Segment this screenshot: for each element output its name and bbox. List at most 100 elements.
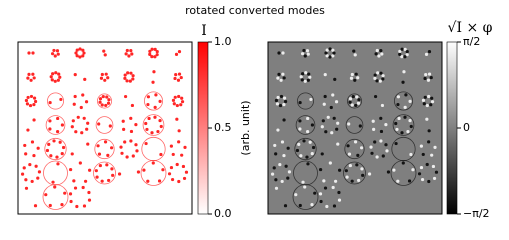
mode-lobe (127, 54, 131, 58)
mode-lobe (349, 76, 354, 80)
mode-lobe (324, 130, 328, 134)
mode-lobe (55, 155, 59, 159)
mode-lobe (60, 203, 64, 207)
mode-lobe (277, 72, 281, 76)
mode-lobe (303, 54, 307, 58)
mode-lobe (274, 178, 278, 182)
mode-lobe (337, 190, 341, 195)
mode-lobe (306, 52, 310, 56)
mode-lobe (32, 102, 36, 107)
mode-lobe (72, 102, 76, 106)
mode-lobe (134, 123, 138, 127)
mode-lobe (136, 170, 141, 174)
mode-lobe (146, 179, 150, 183)
mode-lobe (28, 162, 32, 167)
mode-lobe (84, 100, 89, 104)
mode-lobe (121, 119, 125, 123)
mode-lobe (376, 71, 380, 75)
mode-lobe (82, 116, 86, 120)
image-frame (17, 41, 193, 215)
mode-lobe (52, 48, 56, 53)
mode-lobe (331, 93, 335, 97)
mode-lobe (86, 121, 90, 125)
mode-lobe (282, 102, 286, 107)
mode-lobe (175, 103, 179, 108)
mode-lobe (374, 52, 378, 56)
mode-ring (140, 160, 167, 186)
mode-lobe (337, 198, 342, 202)
mode-lobe (338, 168, 342, 172)
mode-lobe (326, 115, 330, 119)
mode-lobe (309, 97, 313, 102)
mode-lobe (78, 161, 82, 165)
mode-lobe (53, 185, 57, 189)
mode-lobe (278, 162, 282, 167)
mode-lobe (153, 55, 157, 59)
mode-ring (390, 160, 417, 186)
mode-lobe (129, 129, 134, 134)
mode-lobe (328, 161, 332, 165)
mode-lobe (401, 161, 405, 165)
mode-lobe (272, 166, 276, 170)
mode-lobe (131, 77, 135, 81)
mode-lobe (392, 168, 396, 172)
mode-lobe (279, 94, 284, 99)
mode-lobe (129, 49, 133, 53)
mode-lobe (372, 127, 376, 131)
mode-lobe (384, 143, 388, 147)
mode-lobe (373, 140, 377, 144)
mode-lobe (405, 53, 409, 57)
mode-lobe (294, 193, 298, 197)
mode-lobe (404, 93, 408, 97)
mode-lobe (403, 115, 407, 119)
mode-lobe (48, 119, 52, 123)
mode-lobe (69, 199, 73, 204)
mode-lobe (150, 55, 154, 59)
mode-lobe (298, 203, 302, 208)
mode-lobe (120, 151, 124, 155)
mode-lobe (371, 119, 375, 123)
mode-lobe (180, 96, 184, 100)
mode-lobe (408, 99, 412, 103)
mode-lobe (281, 51, 285, 55)
mode-lobe (394, 121, 398, 126)
mode-lobe (426, 78, 431, 82)
mode-lobe (276, 76, 280, 80)
mode-lobe (429, 75, 433, 80)
mode-image (17, 41, 193, 215)
mode-lobe (47, 142, 51, 146)
mode-lobe (56, 116, 60, 121)
mode-lobe (103, 53, 107, 57)
mode-lobe (63, 191, 67, 195)
mode-lobe (427, 129, 431, 133)
mode-lobe (174, 52, 179, 56)
mode-lobe (44, 193, 48, 197)
mode-lobe (103, 140, 108, 144)
mode-lobe (125, 79, 129, 83)
mode-lobe (144, 121, 148, 126)
mode-lobe (375, 79, 379, 83)
mode-lobe (354, 103, 358, 108)
mode-lobe (379, 116, 383, 120)
mode-lobe (274, 186, 279, 190)
mode-lobe (377, 54, 381, 58)
mode-lobe (360, 146, 364, 150)
mode-lobe (421, 98, 426, 102)
mode-lobe (177, 129, 181, 133)
mode-lobe (425, 162, 429, 167)
mode-lobe (26, 95, 30, 100)
mode-lobe (319, 167, 323, 172)
mode-lobe (305, 155, 309, 159)
mode-ring (142, 114, 165, 136)
mode-lobe (24, 98, 29, 103)
mode-lobe (148, 52, 152, 56)
mode-lobe (430, 96, 434, 100)
mode-lobe (55, 49, 60, 53)
mode-lobe (104, 103, 108, 108)
mode-lobe (303, 79, 307, 83)
mode-lobe (96, 144, 100, 148)
mode-lobe (83, 77, 87, 81)
mode-lobe (158, 118, 162, 123)
mode-lobe (427, 94, 431, 99)
mode-lobe (276, 128, 280, 132)
